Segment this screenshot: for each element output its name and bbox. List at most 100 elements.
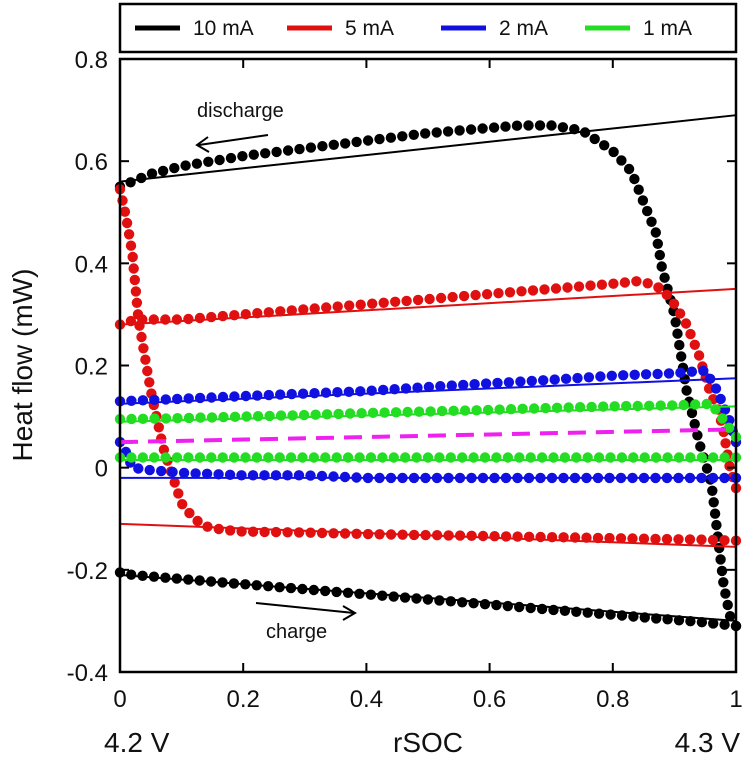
discharge-data-point (136, 172, 147, 184)
charge-data-point (308, 452, 320, 463)
discharge-data-point (379, 407, 390, 418)
charge-data-point (422, 594, 434, 605)
discharge-data-point (423, 381, 435, 393)
discharge-data-point (586, 401, 597, 413)
charge-data-point (639, 452, 650, 463)
series-5-ma (114, 184, 742, 548)
charge-data-point (479, 599, 491, 610)
charge-data-point (351, 528, 362, 539)
discharge-data-point (298, 304, 309, 315)
charge-data-point (362, 472, 374, 484)
discharge-data-point (690, 399, 701, 410)
charge-data-point (707, 534, 719, 546)
discharge-data-point (678, 399, 689, 411)
discharge-data-point (469, 379, 480, 390)
discharge-data-point (618, 370, 629, 381)
charge-data-point (305, 470, 316, 481)
discharge-data-point (710, 383, 722, 394)
discharge-data-point (667, 400, 678, 411)
y-tick-label: 0.2 (75, 354, 108, 381)
discharge-data-point (183, 393, 194, 404)
charge-data-point (627, 533, 638, 544)
discharge-data-point (183, 412, 195, 424)
charge-data-point (397, 529, 408, 540)
discharge-data-point (652, 368, 663, 380)
discharge-data-point (125, 177, 136, 188)
discharge-data-point (546, 120, 557, 131)
discharge-data-point (674, 308, 686, 319)
charge-data-point (569, 532, 581, 543)
discharge-data-point (550, 283, 562, 294)
charge-data-point (673, 452, 685, 463)
discharge-data-point (711, 519, 722, 531)
charge-data-point (696, 472, 707, 484)
charge-data-point (149, 452, 160, 463)
discharge-data-point (515, 376, 526, 387)
discharge-data-point (686, 407, 698, 419)
charge-data-point (408, 529, 420, 541)
discharge-data-point (482, 404, 494, 416)
charge-data-point (489, 531, 500, 542)
charge-data-point (536, 603, 548, 615)
charge-data-point (236, 526, 247, 537)
charge-data-point (468, 598, 479, 609)
charge-data-point (365, 452, 377, 463)
charge-data-point (388, 591, 399, 602)
charge-data-point (650, 452, 662, 463)
discharge-data-point (585, 280, 596, 291)
discharge-data-point (710, 404, 721, 415)
discharge-data-point (659, 272, 670, 283)
discharge-data-point (470, 289, 481, 301)
discharge-data-point (504, 287, 516, 298)
charge-data-point (339, 528, 351, 539)
charge-data-point (593, 452, 605, 463)
discharge-data-point (563, 402, 574, 413)
charge-data-point (434, 452, 445, 463)
discharge-data-point (148, 314, 159, 325)
discharge-data-point (526, 375, 537, 387)
discharge-data-point (637, 195, 649, 206)
charge-data-point (206, 452, 217, 463)
discharge-data-point (471, 405, 482, 416)
charge-data-point (684, 472, 696, 484)
charge-data-point (489, 472, 500, 484)
discharge-data-point (169, 162, 180, 174)
charge-data-point (443, 472, 454, 484)
discharge-data-point (263, 307, 274, 318)
charge-data-point (127, 251, 138, 263)
discharge-data-point (644, 400, 655, 411)
charge-data-point (650, 533, 661, 545)
charge-data-point (339, 471, 351, 483)
discharge-data-point (183, 313, 194, 325)
discharge-data-point (431, 127, 442, 138)
discharge-data-point (237, 151, 248, 162)
charge-data-point (546, 532, 558, 543)
charge-data-point (708, 452, 719, 463)
charge-data-point (468, 452, 479, 463)
charge-data-point (397, 472, 408, 484)
charge-data-point (305, 527, 316, 538)
discharge-data-point (126, 395, 137, 406)
charge-data-point (431, 472, 443, 484)
discharge-data-point (252, 390, 263, 401)
discharge-data-point (240, 309, 251, 320)
charge-data-point (213, 523, 224, 535)
charge-data-point (434, 595, 445, 606)
discharge-data-point (704, 373, 716, 384)
discharge-data-point (652, 238, 663, 249)
charge-data-point (331, 452, 342, 463)
charge-data-point (525, 452, 536, 463)
discharge-data-point (650, 227, 661, 238)
charge-data-point (270, 526, 282, 538)
charge-data-point (153, 422, 164, 433)
charge-data-point (581, 472, 592, 484)
discharge-data-point (534, 120, 546, 131)
charge-data-point (259, 470, 270, 481)
discharge-data-point (367, 407, 379, 418)
charge-data-point (342, 452, 354, 463)
discharge-data-point (180, 160, 191, 171)
discharge-data-point (686, 366, 698, 377)
charge-data-point (592, 532, 604, 544)
discharge-data-point (459, 405, 471, 416)
discharge-data-point (435, 381, 446, 392)
